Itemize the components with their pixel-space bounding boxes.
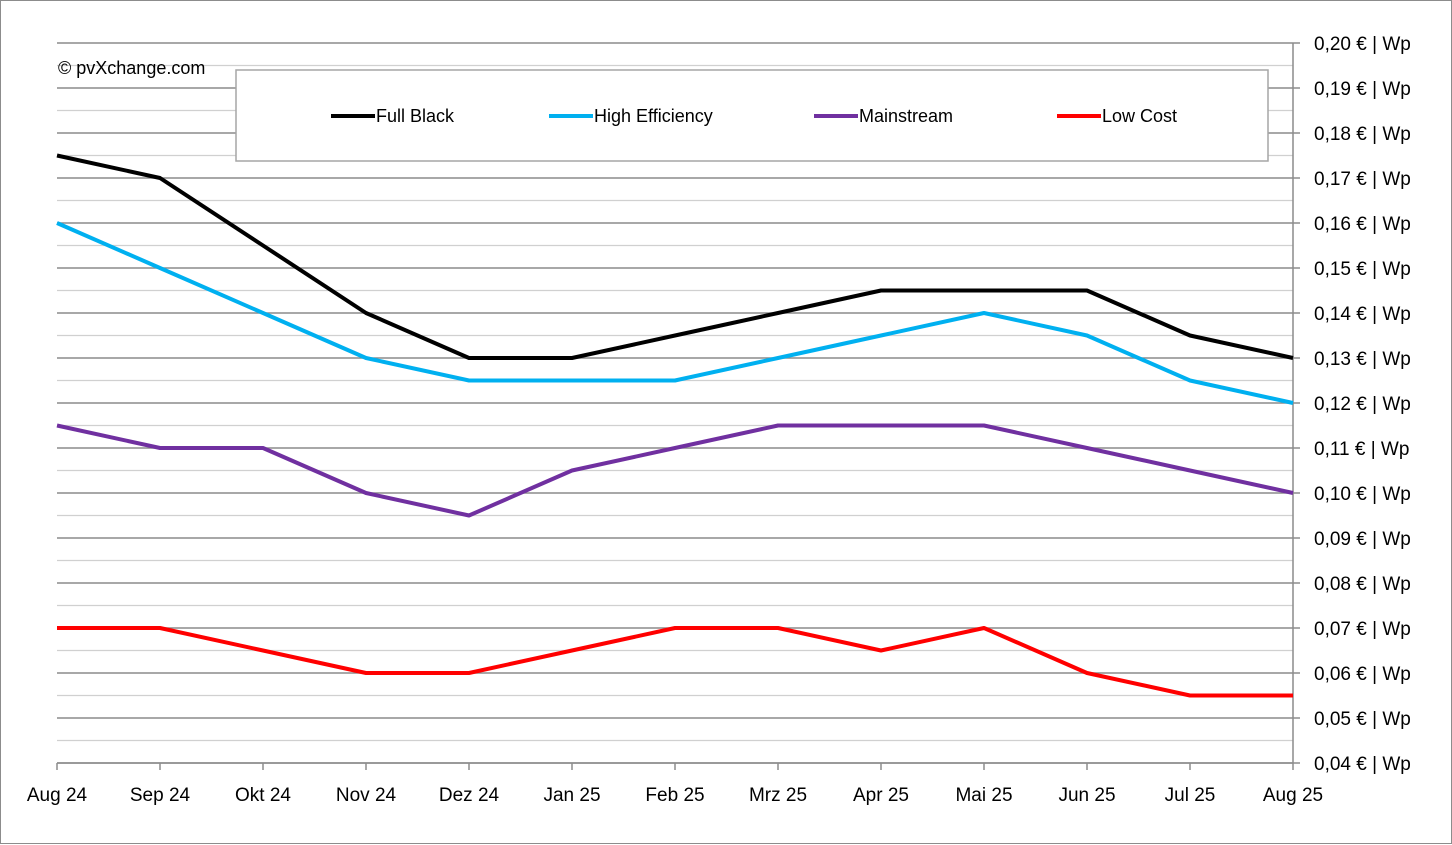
y-tick-label: 0,06 € | Wp [1314, 664, 1411, 685]
x-tick-label: Jun 25 [1058, 785, 1115, 806]
x-tick-label: Feb 25 [645, 785, 704, 806]
y-tick-label: 0,05 € | Wp [1314, 709, 1411, 730]
x-tick-label: Aug 24 [27, 785, 88, 806]
series-line-mainstream [56, 423, 1294, 518]
x-tick-label: Okt 24 [235, 785, 291, 806]
x-tick-label: Nov 24 [336, 785, 397, 806]
y-tick-label: 0,10 € | Wp [1314, 484, 1411, 505]
y-tick-label: 0,09 € | Wp [1314, 529, 1411, 550]
y-tick-label: 0,11 € | Wp [1314, 439, 1409, 460]
x-tick-label: Aug 25 [1263, 785, 1323, 806]
legend-label-high-efficiency: High Efficiency [594, 106, 713, 126]
x-tick-label: Jan 25 [543, 785, 600, 806]
x-tick-label: Dez 24 [439, 785, 500, 806]
y-tick-label: 0,18 € | Wp [1314, 124, 1411, 145]
axes: 0,20 € | Wp 0,19 € | Wp 0,18 € | Wp 0,17 € … [27, 34, 1411, 806]
legend-label-mainstream: Mainstream [859, 106, 953, 126]
y-tick-label: 0,17 € | Wp [1314, 169, 1411, 190]
x-tick-label: Mrz 25 [749, 785, 807, 806]
x-tick-label: Apr 25 [853, 785, 909, 806]
legend: Full Black High Efficiency Mainstream Low C… [235, 69, 1269, 162]
y-tick-label: 0,08 € | Wp [1314, 574, 1411, 595]
series-line-low-cost [57, 626, 1293, 698]
y-tick-label: 0,13 € | Wp [1314, 349, 1411, 370]
copyright-text: © pvXchange.com [58, 58, 205, 78]
x-tick-label: Sep 24 [130, 785, 191, 806]
y-tick-label: 0,19 € | Wp [1314, 79, 1411, 100]
series-lines [56, 153, 1294, 698]
series-line-full-black [56, 153, 1294, 360]
y-tick-label: 0,15 € | Wp [1314, 259, 1411, 280]
y-tick-label: 0,16 € | Wp [1314, 214, 1411, 235]
series-line-high-efficiency [56, 221, 1294, 405]
x-tick-label: Jul 25 [1165, 785, 1216, 806]
y-tick-label: 0,12 € | Wp [1314, 394, 1411, 415]
y-tick-label: 0,20 € | Wp [1314, 34, 1411, 55]
legend-label-low-cost: Low Cost [1102, 106, 1177, 126]
x-tick-label: Mai 25 [955, 785, 1012, 806]
legend-label-full-black: Full Black [376, 106, 455, 126]
y-tick-label: 0,14 € | Wp [1314, 304, 1411, 325]
y-tick-label: 0,07 € | Wp [1314, 619, 1411, 640]
y-tick-label: 0,04 € | Wp [1314, 754, 1411, 775]
